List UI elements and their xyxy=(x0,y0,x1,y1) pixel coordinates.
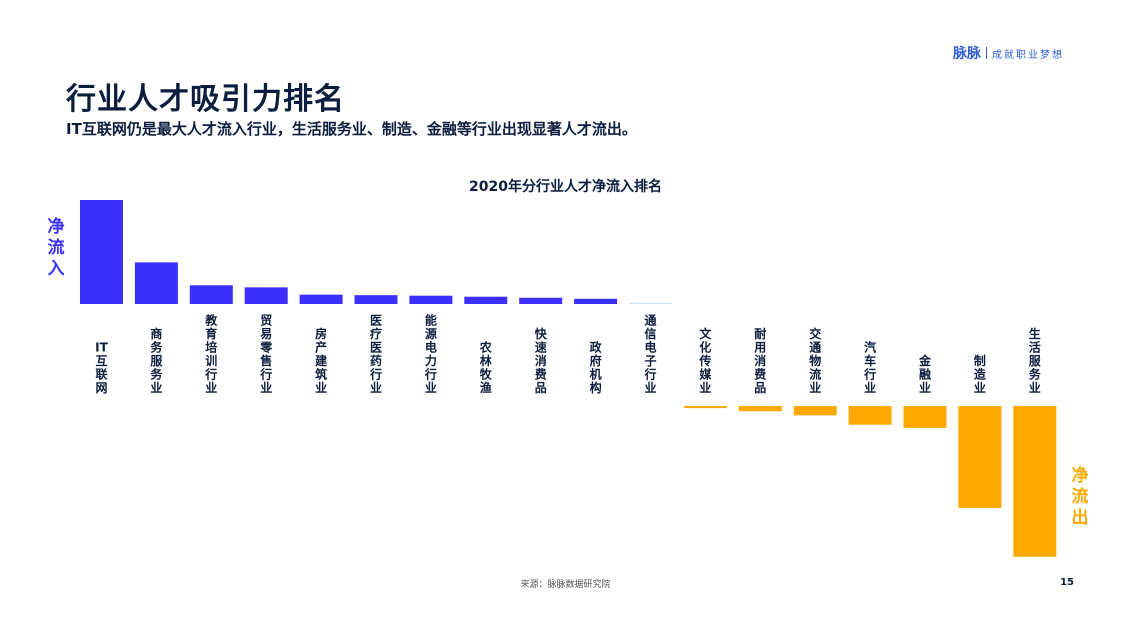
bar-生活服务业 xyxy=(1013,406,1057,557)
brand-header: 脉脉 成就职业梦想 xyxy=(953,44,1064,62)
page-title: 行业人才吸引力排名 xyxy=(66,82,345,117)
brand-divider xyxy=(986,47,987,59)
category-label: 商务服务业 xyxy=(150,326,163,395)
bar-农林牧渔 xyxy=(464,296,508,304)
brand-slogan: 成就职业梦想 xyxy=(992,49,1064,61)
bar-制造业 xyxy=(958,406,1002,508)
category-label: 交通物流业 xyxy=(809,326,821,395)
brand-logo: 脉脉 xyxy=(953,46,981,62)
bar-IT互联网 xyxy=(80,200,123,304)
category-label: IT 互联网 xyxy=(95,341,108,396)
bar-金融业 xyxy=(903,406,947,428)
category-label: 教育培训行业 xyxy=(204,313,218,396)
source-note: 来源：脉脉数据研究院 xyxy=(520,580,611,590)
category-label: 农林牧渔 xyxy=(479,340,493,396)
bar-耐用消费品 xyxy=(738,406,782,412)
category-label: 政府机构 xyxy=(590,340,603,396)
page-number: 15 xyxy=(1060,577,1074,588)
category-label: 通信电子行业 xyxy=(643,313,656,396)
bar-政府机构 xyxy=(574,298,618,304)
bar-贸易零售行业 xyxy=(244,287,288,304)
page-subtitle: IT互联网仍是最大人才流入行业，生活服务业、制造、金融等行业出现显著人才流出。 xyxy=(66,120,637,138)
bar-通信电子行业 xyxy=(629,302,672,304)
category-label: 金融业 xyxy=(918,353,932,395)
bar-文化传媒业 xyxy=(683,406,727,409)
category-label: 快速消费品 xyxy=(535,326,548,395)
bar-医疗医药行业 xyxy=(354,295,398,304)
category-label: 耐用消费品 xyxy=(753,326,766,395)
bar-商务服务业 xyxy=(134,262,178,304)
net-inflow-label: 净流入 xyxy=(47,217,65,279)
category-label: 房产建筑业 xyxy=(314,326,328,395)
bar-快速消费品 xyxy=(519,297,563,304)
chart-title: 2020年分行业人才净流入排名 xyxy=(469,179,662,195)
category-label: 贸易零售行业 xyxy=(259,313,273,396)
category-label: 制造业 xyxy=(974,353,987,395)
net-outflow-label: 净流出 xyxy=(1071,466,1089,528)
category-label: 医疗医药行业 xyxy=(369,314,382,396)
bar-教育培训行业 xyxy=(189,285,233,304)
category-label: 能源电力行业 xyxy=(424,313,437,396)
bar-汽车行业 xyxy=(848,406,892,425)
bar-交通物流业 xyxy=(793,406,837,416)
bar-房产建筑业 xyxy=(299,294,343,304)
category-label: 汽车行业 xyxy=(863,340,876,396)
category-label: 文化传媒业 xyxy=(698,326,712,395)
category-label: 生活服务业 xyxy=(1029,326,1042,395)
bar-能源电力行业 xyxy=(409,295,453,304)
